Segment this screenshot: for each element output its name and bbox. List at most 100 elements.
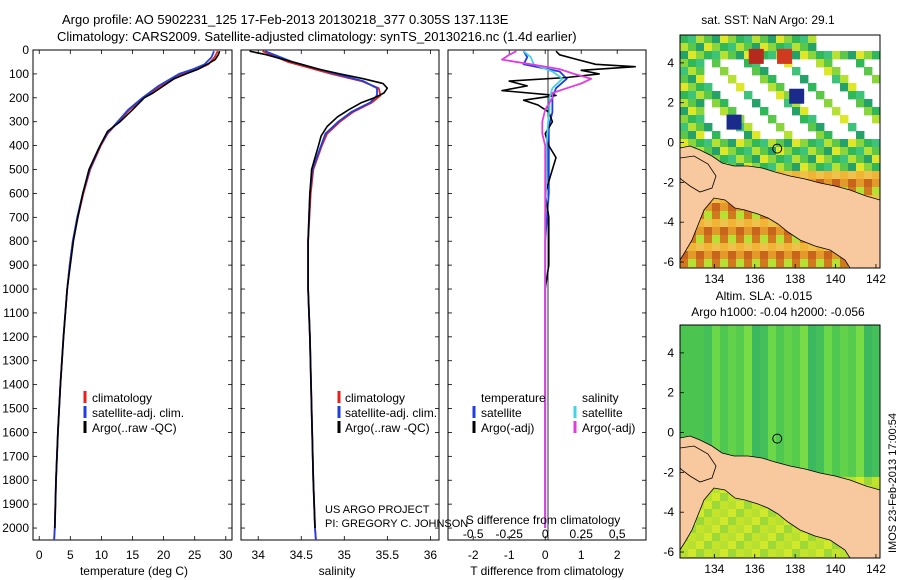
- map-cell: [856, 171, 865, 180]
- map-cell: [856, 469, 865, 478]
- map-cell: [736, 525, 745, 534]
- map-cell: [752, 357, 761, 366]
- map-cell: [760, 43, 769, 52]
- map-cell: [720, 525, 729, 534]
- map-cell: [696, 243, 705, 252]
- map-cell: [848, 381, 857, 390]
- map-cell: [760, 227, 769, 236]
- map-cell: [792, 259, 801, 268]
- map-cell: [856, 461, 865, 470]
- map-cell: [856, 91, 865, 100]
- map-cell: [704, 541, 713, 550]
- map-cell: [696, 541, 705, 550]
- map-cell: [712, 131, 721, 140]
- map-cell: [704, 251, 713, 260]
- series-line-argo-raw-qc-: [54, 50, 221, 529]
- map-cell: [696, 381, 705, 390]
- map-cell: [704, 389, 713, 398]
- map-cell: [832, 171, 841, 180]
- map-cell: [696, 533, 705, 542]
- map-cell: [680, 357, 689, 366]
- map-cell: [720, 493, 729, 502]
- map-cell: [720, 405, 729, 414]
- map-cell: [816, 549, 825, 558]
- map-cell: [752, 509, 761, 518]
- imos-timestamp: IMOS 23-Feb-2013 17:00:54: [887, 413, 899, 553]
- map-cell: [872, 155, 880, 164]
- map-cell: [728, 413, 737, 422]
- map-cell: [752, 67, 761, 76]
- map-cell: [816, 155, 825, 164]
- map-cell: [840, 373, 849, 382]
- x-tick-label: 35.5: [376, 548, 400, 562]
- map-cell: [768, 219, 777, 228]
- map-cell: [752, 131, 761, 140]
- map-cell: [760, 453, 769, 462]
- map-cell: [800, 251, 809, 260]
- map-cell: [696, 333, 705, 342]
- map-cell: [704, 35, 713, 44]
- map-cell: [752, 549, 761, 558]
- map-cell: [680, 107, 689, 116]
- map-cell: [840, 437, 849, 446]
- depth-tick-label: 0: [22, 43, 29, 57]
- pi-credit: PI: GREGORY C. JOHNSON: [325, 518, 468, 530]
- map-cell: [696, 509, 705, 518]
- map-cell: [712, 509, 721, 518]
- map-cell: [872, 147, 880, 156]
- x-tick-label: 25: [188, 548, 202, 562]
- map-cell: [720, 533, 729, 542]
- map-cell: [760, 75, 769, 84]
- map-cell: [752, 235, 761, 244]
- x-tick-label: -1: [504, 548, 515, 562]
- map-cell: [744, 59, 753, 68]
- map-cell: [712, 195, 721, 204]
- map-cell: [760, 389, 769, 398]
- map-cell: [824, 405, 833, 414]
- map-cell: [688, 325, 697, 334]
- map-cell: [808, 445, 817, 454]
- map-y-tick-label: 4: [667, 346, 674, 360]
- map-cell: [816, 341, 825, 350]
- map-cell: [864, 413, 873, 422]
- map-x-tick-label: 140: [826, 272, 846, 286]
- map-cell: [792, 35, 801, 44]
- map-cell: [728, 203, 737, 212]
- map-cell: [736, 243, 745, 252]
- map-cell: [696, 397, 705, 406]
- map-cell: [712, 485, 721, 494]
- map-cell: [744, 341, 753, 350]
- map-y-tick-label: -2: [663, 175, 674, 189]
- map-cell: [736, 251, 745, 260]
- map-cell: [760, 235, 769, 244]
- map-cell: [728, 397, 737, 406]
- map-cell: [808, 139, 817, 148]
- map-cell: [816, 59, 825, 68]
- map-cell: [784, 421, 793, 430]
- map-cell: [784, 131, 793, 140]
- map-cell: [872, 445, 880, 454]
- map-x-tick-label: 136: [745, 272, 765, 286]
- map-cell: [808, 251, 817, 260]
- map-cell: [840, 421, 849, 430]
- map-y-tick-label: 4: [667, 56, 674, 70]
- map-cell: [728, 75, 737, 84]
- map-cell: [696, 349, 705, 358]
- map-cell: [760, 541, 769, 550]
- map-cell: [752, 227, 761, 236]
- map-cell: [688, 397, 697, 406]
- map-cell: [864, 477, 873, 486]
- map-cell: [712, 219, 721, 228]
- map-y-tick-label: -4: [663, 215, 674, 229]
- map-cell: [728, 341, 737, 350]
- map-cell: [848, 469, 857, 478]
- map-cell: [824, 461, 833, 470]
- map-x-tick-label: 136: [745, 562, 765, 576]
- map-cell: [784, 429, 793, 438]
- map-cell: [728, 325, 737, 334]
- map-cell: [736, 147, 745, 156]
- map-cell: [784, 163, 793, 172]
- map-cell: [720, 235, 729, 244]
- map-cell: [752, 251, 761, 260]
- map-cell: [752, 533, 761, 542]
